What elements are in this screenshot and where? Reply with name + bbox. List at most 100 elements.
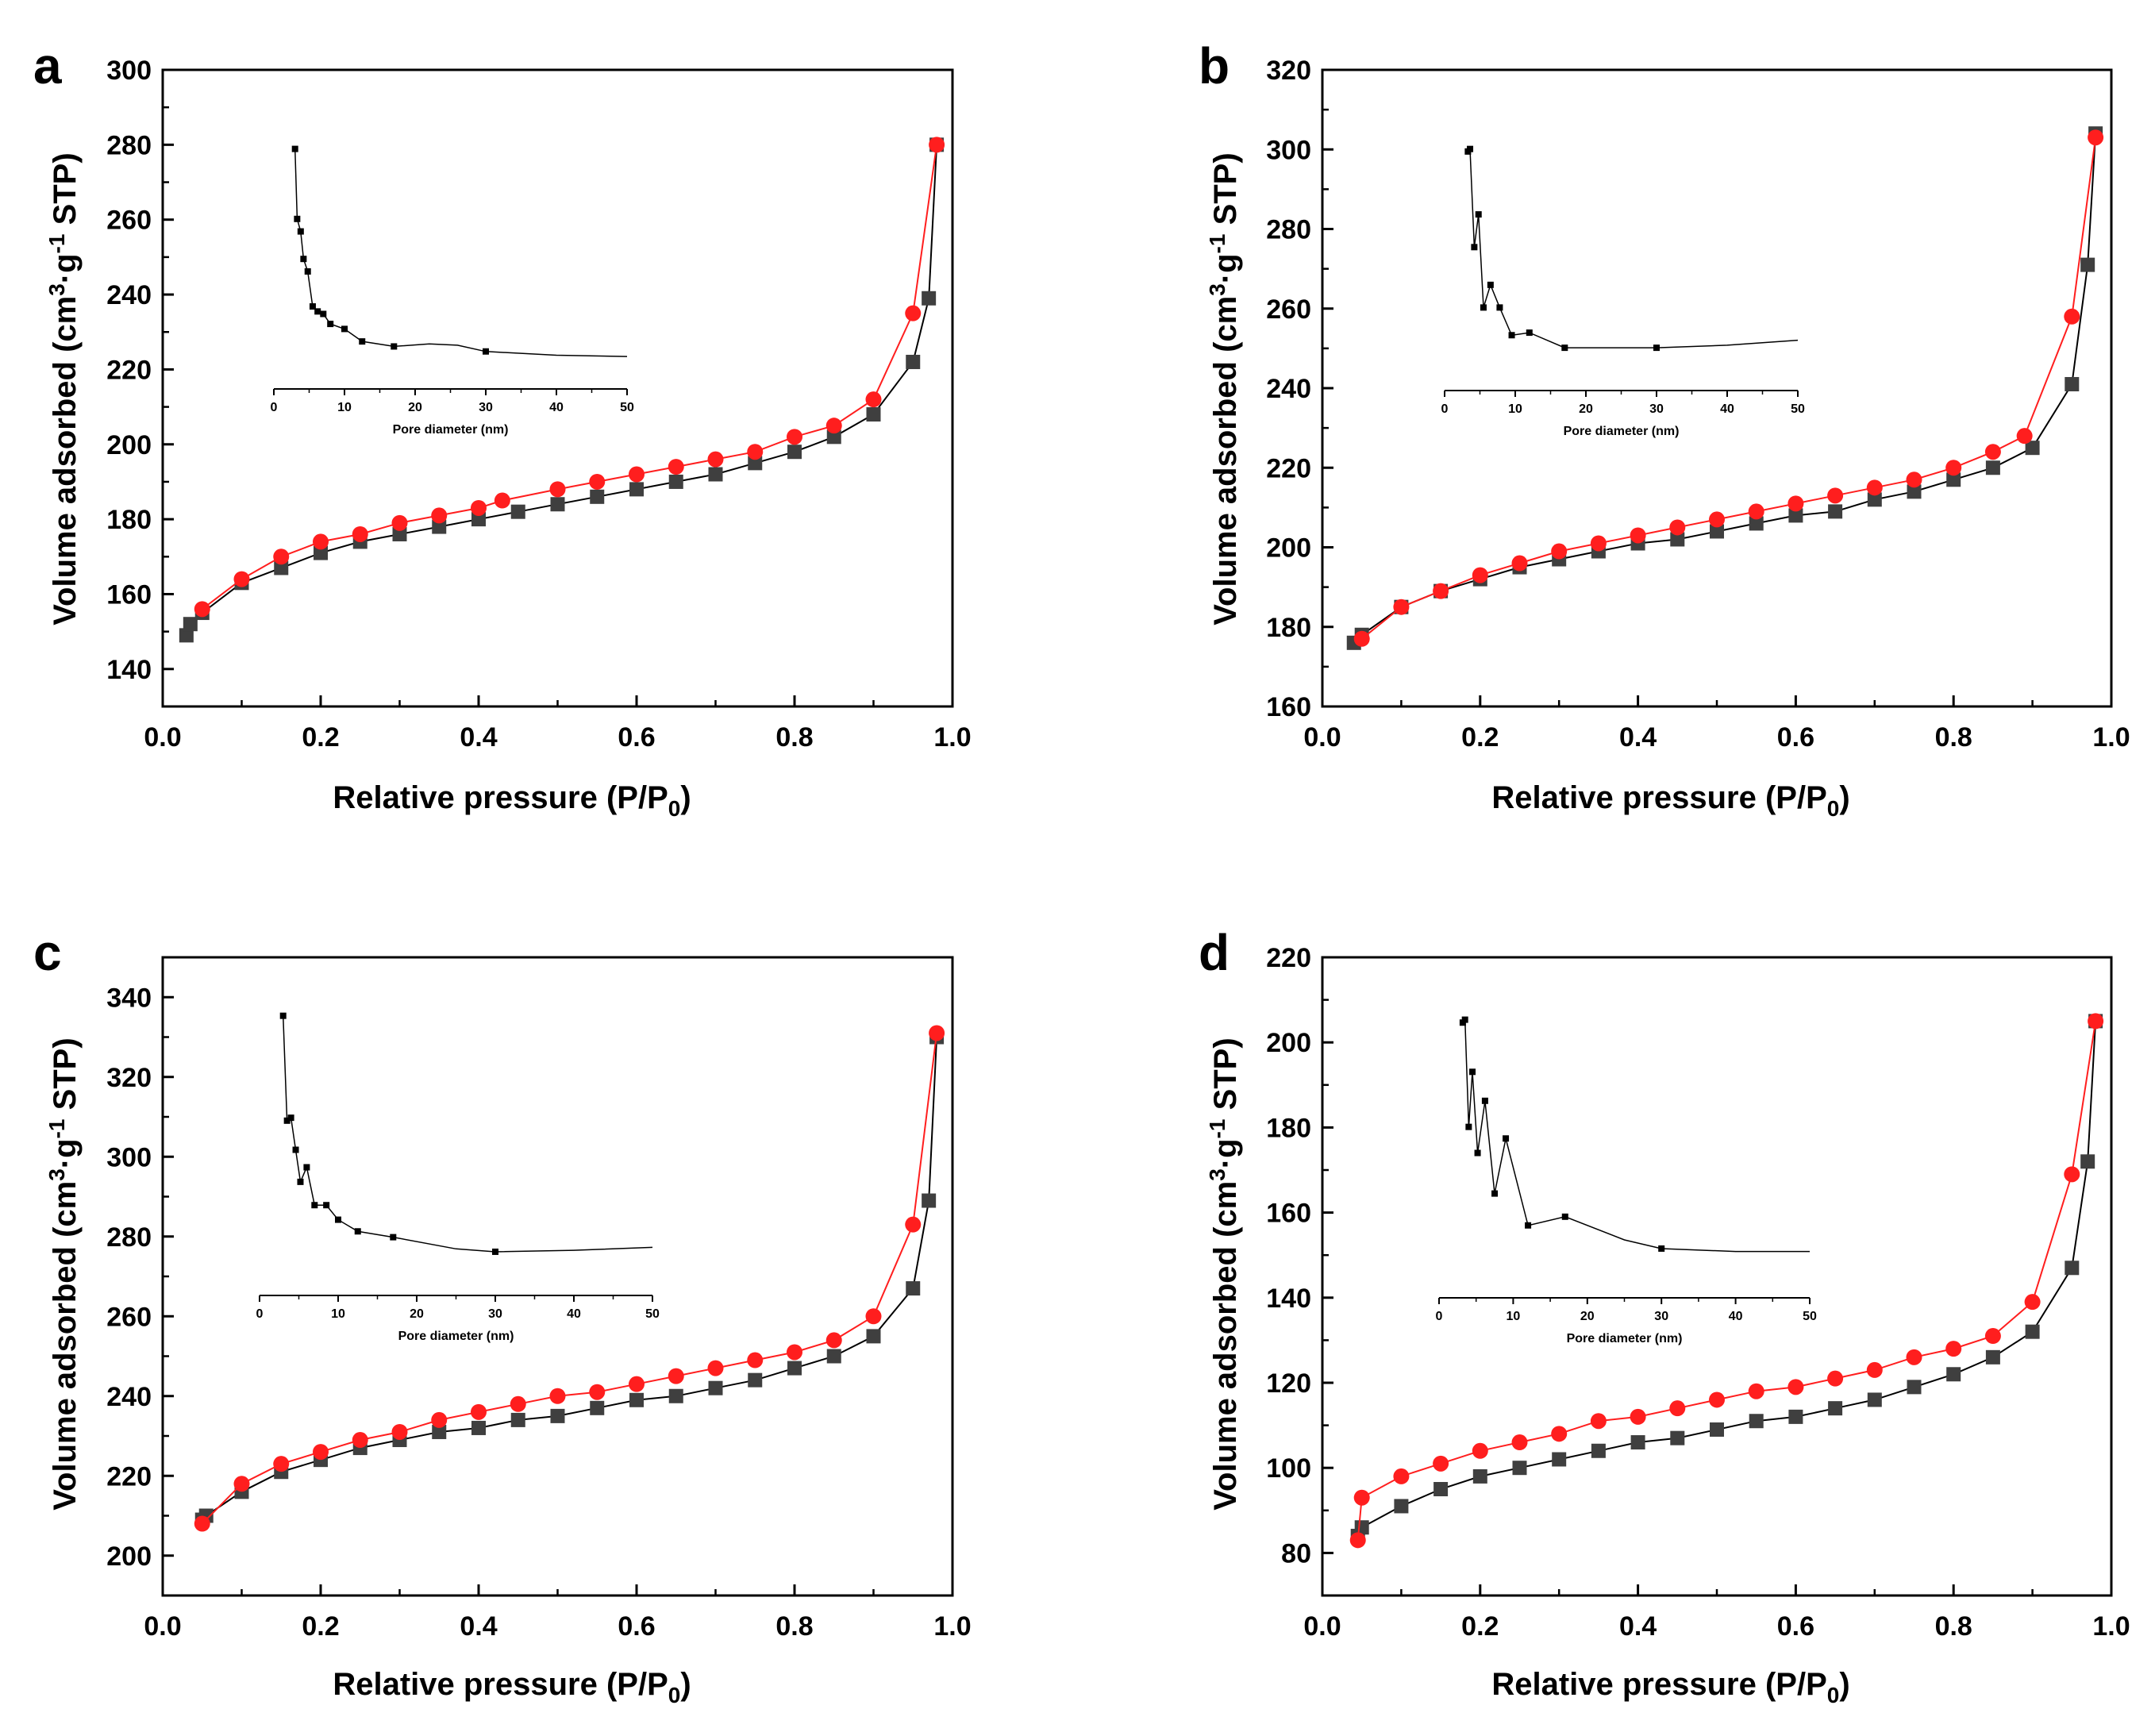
- panel-a-y-tick-label: 300: [106, 56, 152, 86]
- panel-c-series-square-point: [629, 1392, 644, 1407]
- panel-d-series-circle-point: [1866, 1361, 1883, 1378]
- panel-c-y-tick-label: 280: [106, 1222, 152, 1253]
- panel-b-inset-point: [1487, 281, 1494, 288]
- panel-a-x-tick-label: 0.4: [460, 722, 497, 753]
- panel-a-y-tick-label: 280: [106, 130, 152, 160]
- panel-c-series-circle-point: [471, 1403, 487, 1420]
- panel-b-series-square-point: [2065, 376, 2080, 391]
- panel-d-inset-point: [1469, 1068, 1476, 1076]
- panel-d-series-square-point: [2080, 1154, 2095, 1169]
- panel-a-y-tick-label: 220: [106, 355, 152, 385]
- panel-b-inset-x-tick-label: 10: [1508, 402, 1522, 416]
- panel-b-series-circle-point: [2088, 129, 2104, 146]
- panel-a-series-square-point: [748, 456, 763, 471]
- panel-b-main-plot: 0.0 0.2 0.4 0.6 0.8 1.01601802002202402602803…: [1266, 56, 2130, 753]
- panel-c-series-circle-point: [313, 1444, 329, 1461]
- panel-d-series-circle-point: [1827, 1370, 1844, 1387]
- panel-c-series-circle-point: [391, 1423, 408, 1440]
- panel-d-series-circle-point: [1511, 1434, 1528, 1451]
- panel-a-series-square-point: [668, 474, 683, 489]
- panel-a-series-square-point: [471, 512, 486, 527]
- panel-d-series-square-point: [1985, 1349, 2000, 1365]
- panel-a-series-square-point: [708, 467, 723, 482]
- panel-b-series-circle-point: [1984, 444, 2001, 460]
- panel-b-inset-x-tick-label: 20: [1579, 402, 1593, 416]
- panel-c-series-square-point: [708, 1380, 723, 1395]
- panel-c-inset-point: [303, 1164, 310, 1171]
- panel-c-inset-point: [390, 1234, 397, 1241]
- panel-b-series-circle-point: [1669, 519, 1686, 536]
- panel-c-plot-frame: [161, 956, 954, 1597]
- panel-a-series-square-point: [787, 445, 802, 460]
- panel-d-series-circle-point: [1393, 1468, 1410, 1484]
- panel-c-inset-x-tick-label: 50: [645, 1307, 660, 1321]
- panel-c-inset-point: [283, 1117, 291, 1124]
- panel-c-series-circle-point: [549, 1388, 566, 1404]
- panel-a-y-tick-label: 180: [106, 505, 152, 535]
- panel-a-inset-point: [300, 256, 307, 263]
- panel-b-series-circle-point: [1945, 460, 1962, 476]
- panel-b-y-tick-label: 240: [1266, 374, 1311, 404]
- panel-d-x-axis-label: Relative pressure (P/P0): [1491, 1667, 1849, 1707]
- panel-b-inset-x-tick-label: 50: [1791, 402, 1805, 416]
- panel-a-y-tick-label: 160: [106, 579, 152, 610]
- panel-c-inset-point: [292, 1146, 299, 1153]
- panel-a-y-tick-label: 140: [106, 655, 152, 685]
- panel-d-y-axis-label: Volume adsorbed (cm3·g-1 STP): [1205, 1037, 1243, 1510]
- panel-b-inset-curve: [1467, 147, 1799, 348]
- panel-a-series-square-point: [590, 489, 605, 504]
- panel-c-main-plot: 0.0 0.2 0.4 0.6 0.8 1.02002202402602803003203…: [106, 956, 972, 1642]
- panel-d-inset-point: [1658, 1245, 1665, 1252]
- panel-b-y-axis-label: Volume adsorbed (cm3·g-1 STP): [1205, 152, 1243, 625]
- panel-d-series-circle-point: [1945, 1341, 1962, 1357]
- panel-b-inset-x-tick-label: 0: [1441, 402, 1449, 416]
- panel-b-series-circle-point: [1787, 495, 1804, 512]
- panel-a-series-square-point: [314, 545, 328, 560]
- panel-a-series-square-point: [629, 482, 644, 497]
- panel-c-series-square-point: [826, 1349, 841, 1364]
- panel-c-inset-point: [354, 1228, 361, 1235]
- panel-a-series-circle-point: [194, 601, 210, 618]
- panel-a-inset-point: [391, 343, 398, 350]
- panel-a-series-circle-point: [494, 492, 510, 509]
- panel-c-series-circle-point: [905, 1216, 922, 1233]
- panel-c-inset-point: [335, 1216, 341, 1223]
- panel-d-inset-x-tick-label: 40: [1729, 1310, 1743, 1323]
- panel-b-y-tick-label: 280: [1266, 215, 1311, 245]
- panel-a-series-square-point: [550, 497, 565, 512]
- panel-d-inset-curve: [1462, 1018, 1810, 1253]
- panel-b-series-circle-point: [1393, 599, 1410, 615]
- panel-c-series-circle-point: [929, 1025, 945, 1041]
- panel-d-inset-point: [1525, 1222, 1532, 1229]
- panel-b-inset-plot: 0 10 20 30 40 50 Pore diameter (nm): [1441, 145, 1805, 438]
- panel-b-series-circle-point: [1866, 479, 1883, 496]
- panel-b: b Relative pressure (P/P0) Volume adsorb…: [1199, 37, 2130, 821]
- panel-a-inset-x-tick-label: 50: [620, 401, 634, 414]
- panel-d-y-tick-label: 140: [1266, 1284, 1311, 1314]
- panel-a-inset-point: [359, 338, 366, 345]
- panel-a-inset-point: [291, 145, 298, 152]
- panel-d-series-circle-point: [1551, 1426, 1568, 1442]
- panel-b-series-square-point: [1946, 472, 1961, 487]
- panel-a-series-circle-point: [431, 507, 448, 524]
- panel-a-x-tick-label: 0.0: [144, 722, 181, 753]
- panel-d-series-circle-point: [1748, 1383, 1764, 1399]
- panel-b-inset-point: [1480, 304, 1487, 311]
- panel-d-series-circle-point: [1906, 1349, 1922, 1365]
- panel-a-inset-x-tick-label: 10: [337, 401, 352, 414]
- panel-c: c Relative pressure (P/P0) Volume adsorb…: [33, 924, 972, 1707]
- panel-c-y-tick-label: 320: [106, 1063, 152, 1093]
- panel-b-inset-point: [1561, 345, 1568, 352]
- panel-b-series-square-point: [1670, 532, 1685, 547]
- panel-a-series-square-point: [432, 519, 447, 534]
- panel-c-inset-point: [287, 1114, 294, 1122]
- panel-a-series-circle-point: [471, 499, 487, 516]
- panel-d-series-square-point: [1907, 1380, 1922, 1395]
- panel-a-series-circle-point: [233, 571, 250, 587]
- panel-b-inset-point: [1526, 329, 1533, 337]
- panel-a-inset-point: [327, 321, 334, 328]
- panel-c-inset-x-tick-label: 0: [256, 1307, 264, 1321]
- panel-a-series-square-point: [906, 354, 921, 369]
- panel-d-series-square-point: [1433, 1482, 1449, 1496]
